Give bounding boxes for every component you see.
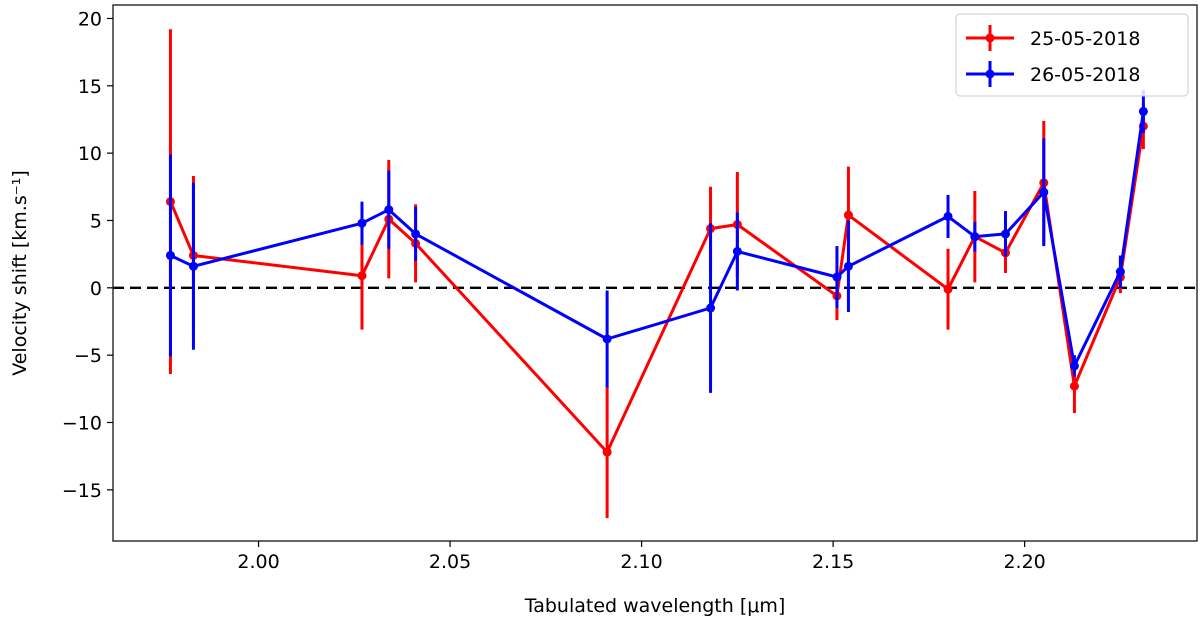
- data-point: [384, 205, 394, 215]
- data-point: [411, 229, 421, 239]
- y-tick-label: 5: [90, 210, 102, 232]
- data-point: [943, 284, 953, 294]
- legend-item: 26-05-2018: [966, 61, 1140, 87]
- legend-marker: [985, 33, 995, 43]
- x-tick-label: 2.20: [1003, 551, 1045, 573]
- y-tick-label: −10: [62, 412, 102, 434]
- data-point: [943, 211, 953, 221]
- y-tick-label: 10: [78, 143, 102, 165]
- axes-frame: [112, 4, 1198, 542]
- legend-marker: [985, 69, 995, 79]
- x-axis-label: Tabulated wavelength [μm]: [524, 595, 786, 617]
- data-point: [1000, 229, 1010, 239]
- plot-area: [113, 29, 1197, 519]
- axis-ticks: 2.00 2.05 2.10 2.15 2.20 −15 −10 −5 0 5 10 15 20: [62, 8, 1046, 573]
- data-point: [1115, 267, 1125, 277]
- data-point: [602, 447, 612, 457]
- x-tick-label: 2.15: [812, 551, 854, 573]
- y-tick-label: 15: [78, 76, 102, 98]
- series-26-05-2018: [165, 89, 1148, 393]
- data-point: [357, 271, 367, 281]
- x-tick-label: 2.05: [429, 551, 471, 573]
- legend: 25-05-2018 26-05-2018: [955, 13, 1189, 97]
- legend-item: 25-05-2018: [966, 25, 1140, 51]
- y-tick-label: 20: [78, 8, 102, 30]
- data-point: [1039, 187, 1049, 197]
- data-point: [1138, 106, 1148, 116]
- data-point: [706, 303, 716, 313]
- data-point: [165, 250, 175, 260]
- data-point: [832, 272, 842, 282]
- x-tick-label: 2.10: [620, 551, 662, 573]
- y-tick-label: −15: [62, 480, 102, 502]
- data-point: [602, 334, 612, 344]
- data-point: [1069, 381, 1079, 391]
- y-tick-label: −5: [74, 345, 102, 367]
- legend-label: 25-05-2018: [1030, 28, 1140, 50]
- data-point: [1069, 361, 1079, 371]
- legend-label: 26-05-2018: [1030, 64, 1140, 86]
- data-point: [970, 232, 980, 242]
- x-tick-label: 2.00: [237, 551, 279, 573]
- data-point: [732, 246, 742, 256]
- data-point: [843, 261, 853, 271]
- data-point: [188, 261, 198, 271]
- data-point: [357, 218, 367, 228]
- y-tick-label: 0: [90, 278, 102, 300]
- data-point: [843, 210, 853, 220]
- y-axis-label: Velocity shift [km.s⁻¹]: [9, 170, 31, 376]
